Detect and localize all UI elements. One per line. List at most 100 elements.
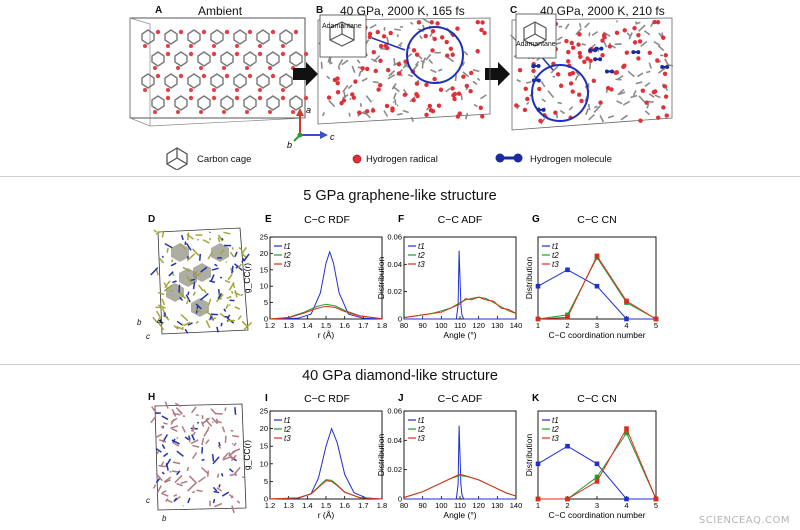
hydrogen-atom: [201, 29, 207, 35]
bond: [171, 427, 178, 432]
x-tick-label: 1.4: [302, 321, 312, 330]
hydrogen-radical: [430, 48, 435, 53]
hydrogen-radical: [598, 100, 603, 105]
hydrogen-atom: [268, 66, 272, 70]
c-c-bond: [659, 54, 664, 57]
graphene-structure: [150, 227, 253, 335]
panel-letter: E: [265, 214, 272, 225]
bond: [228, 451, 234, 461]
bond: [180, 480, 188, 484]
hydrogen-atom: [153, 66, 157, 70]
legend-label-t1: t1: [552, 242, 559, 251]
bond: [192, 444, 200, 448]
c-c-bond: [369, 23, 377, 29]
series-line-t2: [403, 474, 517, 498]
c-c-bond: [638, 95, 646, 103]
c-c-bond: [356, 59, 361, 64]
bond: [163, 422, 168, 425]
bond: [176, 320, 183, 326]
carbon-cage: [151, 95, 165, 111]
bond: [231, 505, 235, 514]
axis-a-label: a: [306, 105, 311, 115]
c-c-bond: [574, 75, 579, 81]
bond: [164, 242, 173, 249]
legend-label-t1: t1: [552, 416, 559, 425]
c-c-bond: [402, 109, 409, 114]
data-point-t3: [653, 316, 659, 322]
c-c-bond: [615, 78, 622, 81]
c-c-bond: [428, 59, 434, 65]
data-point-t1: [624, 496, 629, 502]
x-tick-label: 130: [491, 501, 504, 510]
data-point-t1: [535, 283, 541, 289]
c-c-bond: [654, 94, 661, 99]
bond: [201, 458, 205, 462]
hydrogen-atom: [189, 88, 193, 92]
y-tick-label: 5: [264, 477, 268, 486]
hydrogen-radical: [637, 39, 643, 44]
bond: [209, 313, 213, 320]
hydrogen-atom: [245, 66, 249, 70]
c-c-bond: [397, 112, 403, 116]
hydrogen-radical: [582, 59, 587, 65]
hydrogen-radical: [588, 58, 593, 64]
x-tick-label: 1.5: [321, 501, 331, 510]
hydrogen-radical: [397, 71, 402, 76]
bond: [185, 299, 190, 305]
bond: [212, 498, 216, 504]
data-point-t3: [624, 426, 629, 431]
bond: [171, 408, 177, 417]
bond: [207, 470, 210, 477]
x-tick-label: 1.3: [283, 501, 293, 510]
c-c-bond: [348, 112, 351, 117]
hydrogen-radical: [636, 56, 641, 61]
c-c-bond: [568, 106, 574, 111]
hydrogen-radical: [370, 108, 376, 113]
legend-hydrogen-radical: Hydrogen radical: [366, 154, 438, 165]
hydrogen-radical: [568, 81, 574, 86]
hydrogen-atom: [258, 88, 262, 92]
unit-cell: [157, 227, 249, 335]
c-c-bond: [644, 110, 651, 116]
hydrogen-radical: [432, 36, 437, 42]
carbon-cage: [210, 73, 224, 89]
data-point-t3: [565, 315, 570, 320]
legend-label-t3: t3: [552, 434, 559, 443]
bond: [185, 242, 192, 251]
hydrogen-radical: [367, 31, 373, 37]
y-axis-label: Distribution: [376, 433, 386, 476]
hydrogen-atom: [235, 44, 239, 48]
hydrogen-radical: [450, 52, 455, 57]
hydrogen-radical: [605, 85, 611, 91]
carbon-cage: [233, 29, 247, 45]
hydrogen-radical: [622, 63, 627, 68]
bond: [165, 463, 169, 471]
hydrogen-molecule-atom: [541, 107, 546, 112]
c-c-bond: [465, 112, 469, 120]
bond: [155, 473, 163, 482]
panel-letter: J: [398, 393, 404, 404]
hydrogen-atom: [245, 110, 249, 114]
hydrogen-radical: [514, 103, 519, 108]
chart-title: C−C CN: [577, 393, 616, 405]
carbon-cage: [197, 51, 211, 67]
bond: [198, 476, 206, 483]
hydrogen-radical: [636, 32, 641, 38]
hydrogen-radical: [414, 91, 419, 97]
bond: [218, 441, 221, 447]
bond: [187, 232, 190, 241]
bond: [242, 476, 246, 479]
y-tick-label: 15: [260, 265, 268, 274]
legend-label-t2: t2: [418, 425, 425, 434]
bond: [191, 434, 196, 441]
hydrogen-radical: [360, 66, 365, 71]
section-divider-1: [0, 176, 800, 177]
bond: [216, 326, 219, 333]
panel-letter: I: [265, 393, 268, 404]
hydrogen-radical: [436, 103, 442, 108]
x-tick-label: 1: [536, 501, 540, 510]
y-tick-label: 25: [260, 233, 268, 242]
hydrogen-radical: [396, 62, 402, 67]
bond: [150, 267, 159, 276]
hydrogen-atom: [303, 51, 309, 57]
